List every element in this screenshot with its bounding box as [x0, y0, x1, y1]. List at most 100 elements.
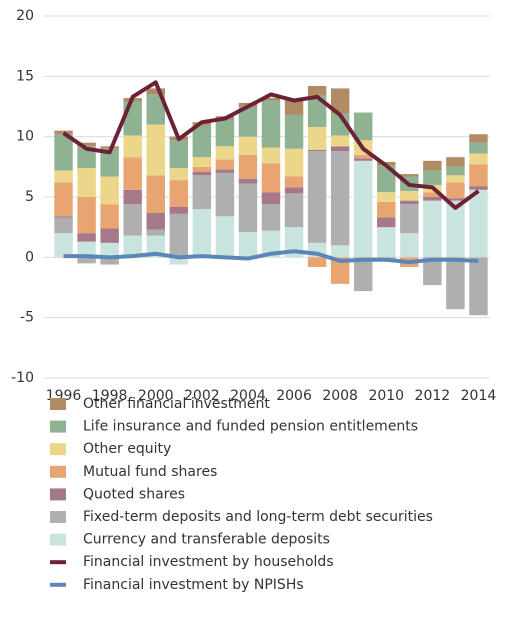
bar-segment [100, 242, 119, 258]
bar-segment [261, 98, 281, 101]
legend-swatch [50, 533, 66, 546]
legend-swatch [50, 488, 66, 501]
x-tick-label: 2000 [138, 388, 174, 404]
bar-segment [192, 175, 212, 210]
bar-segment [400, 200, 419, 205]
bar-segment [192, 157, 212, 167]
bar-segment [54, 134, 73, 171]
bar-segment [400, 174, 419, 177]
bar-segment [146, 175, 165, 213]
bar-segment [469, 153, 488, 165]
bar-segment [261, 230, 281, 258]
bar-segment [330, 135, 350, 147]
bar-segment [377, 217, 396, 228]
bar-segment [469, 189, 488, 258]
bar-segment [77, 168, 96, 197]
legend-label: Other equity [83, 441, 171, 457]
bar-segment [100, 204, 119, 229]
bar-segment [192, 125, 212, 158]
bar-segment [169, 257, 189, 265]
bar-segment [77, 146, 96, 169]
bar-segment [423, 170, 442, 185]
legend-label: Fixed-term deposits and long-term debt s… [83, 509, 433, 525]
bar-segment [469, 186, 488, 190]
y-tick-label: -5 [20, 310, 34, 326]
legend-label: Life insurance and funded pension entitl… [83, 419, 418, 435]
legend-swatch [50, 398, 66, 410]
line-series [62, 80, 480, 210]
bar-segment [123, 101, 142, 136]
bar-segment [307, 151, 327, 243]
bar-segment [123, 235, 142, 258]
bar-segment [330, 88, 350, 114]
bar-segment [377, 165, 396, 193]
bar-segment [307, 85, 327, 96]
bar-segment [54, 182, 73, 217]
bar-segment [215, 172, 235, 217]
bar-segment [261, 100, 281, 148]
bar-segment [54, 130, 73, 135]
bar-segment [54, 233, 73, 258]
bar-segment [100, 257, 119, 265]
bar-segment [446, 257, 465, 310]
x-tick-label: 2012 [415, 388, 451, 404]
bar-segment [446, 200, 465, 258]
bar-segment [100, 176, 119, 205]
bar-segment [284, 99, 304, 115]
x-tick-label: 2014 [461, 388, 497, 404]
bar-segment [54, 217, 73, 234]
bar-segment [400, 233, 419, 258]
bar-segment [284, 193, 304, 228]
legend-label: Quoted shares [83, 486, 185, 502]
bar-segment [238, 178, 258, 184]
bar-segment [353, 158, 373, 161]
bar-segment [307, 127, 327, 150]
bar-segment [353, 257, 373, 292]
bar-segment [77, 142, 96, 147]
legend-swatch [50, 560, 66, 565]
bar-segment [169, 168, 189, 181]
bar-segment [330, 257, 350, 284]
bar-segment [284, 187, 304, 194]
x-tick-label: 2008 [322, 388, 358, 404]
bar-segment [261, 147, 281, 164]
bar-segment [123, 189, 142, 205]
bar-segment [469, 164, 488, 187]
bar-segment [54, 170, 73, 183]
x-tick-label: 2004 [230, 388, 266, 404]
bar-segment [192, 209, 212, 258]
bar-segment [100, 148, 119, 177]
bar-segment [353, 112, 373, 141]
bar-segment [215, 159, 235, 170]
bar-segment [169, 206, 189, 214]
bar-segment [446, 198, 465, 201]
bar-segment [284, 114, 304, 149]
bar-segment [123, 135, 142, 158]
bar-segment [377, 227, 396, 258]
bar-segment [423, 160, 442, 171]
bar-segment [446, 166, 465, 176]
bar-segment [330, 245, 350, 258]
bar-segment [261, 163, 281, 193]
bar-segment [146, 88, 165, 95]
x-tick-label: 2002 [184, 388, 220, 404]
legend-label: Mutual fund shares [83, 464, 217, 480]
bar-segment [77, 233, 96, 242]
bar-segment [423, 257, 442, 286]
bar-segment [123, 157, 142, 190]
legend-label: Currency and transferable deposits [83, 532, 330, 548]
bar-segment [169, 213, 189, 258]
legend-swatch [50, 443, 66, 456]
bar-segment [123, 204, 142, 236]
bar-segment [330, 151, 350, 246]
bar-segment [423, 197, 442, 201]
bar-segment [330, 146, 350, 152]
bar-segment [146, 235, 165, 258]
legend-label: Other financial investment [83, 396, 270, 412]
legend-swatch [50, 511, 66, 523]
bar-segment [307, 257, 327, 267]
y-tick-label: 10 [16, 129, 34, 145]
bar-segment [377, 192, 396, 202]
bar-segment [446, 182, 465, 199]
